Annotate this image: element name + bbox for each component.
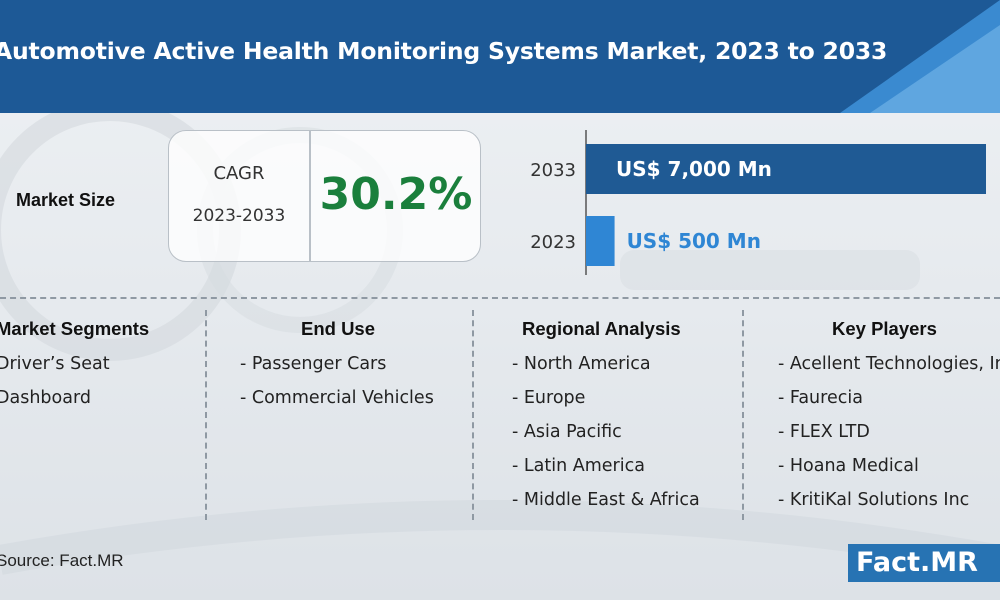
regional-analysis-column: Regional Analysis - North America - Euro… xyxy=(512,318,700,524)
fact-mr-logo: Fact.MR xyxy=(848,544,1000,582)
bar-value-label: US$ 7,000 Mn xyxy=(616,157,772,181)
market-size-bar-chart: 2033 US$ 7,000 Mn 2023 US$ 500 Mn xyxy=(530,130,986,275)
market-segments-heading: Market Segments xyxy=(0,318,150,339)
end-use-column: End Use - Passenger Cars - Commercial Ve… xyxy=(240,318,436,422)
key-players-column: Key Players - Acellent Technologies, Inc… xyxy=(778,318,1000,524)
cagr-box: CAGR 2023-2033 30.2% xyxy=(168,130,481,262)
region-item: - Latin America xyxy=(512,456,645,476)
end-use-heading: End Use xyxy=(300,318,376,339)
bar-year-label: 2033 xyxy=(530,160,576,181)
column-divider xyxy=(742,310,744,520)
regional-analysis-heading: Regional Analysis xyxy=(522,318,681,339)
bar-2023 xyxy=(586,216,615,266)
bar-year-label: 2023 xyxy=(530,232,576,253)
player-item: - Faurecia xyxy=(778,388,863,408)
header-banner: Automotive Active Health Monitoring Syst… xyxy=(0,0,1000,113)
player-item: - Acellent Technologies, Inc xyxy=(778,354,1000,374)
key-players-heading: Key Players xyxy=(832,318,937,339)
end-use-item: - Commercial Vehicles xyxy=(240,388,434,408)
segment-item: Dashboard xyxy=(0,388,91,408)
region-item: - Asia Pacific xyxy=(512,422,622,442)
cagr-period: 2023-2033 xyxy=(192,206,286,226)
bar-2033 xyxy=(586,144,986,194)
market-size-label: Market Size xyxy=(16,190,116,210)
header-shape xyxy=(0,0,1000,113)
section-divider xyxy=(0,297,1000,299)
region-item: - North America xyxy=(512,354,651,374)
bar-value-label: US$ 500 Mn xyxy=(627,229,761,253)
column-divider xyxy=(472,310,474,520)
cagr-divider xyxy=(309,131,311,261)
region-item: - Middle East & Africa xyxy=(512,490,700,510)
chart-title: Automotive Active Health Monitoring Syst… xyxy=(0,37,888,65)
player-item: - KritiKal Solutions Inc xyxy=(778,490,970,510)
source-note: Source: Fact.MR xyxy=(0,551,124,570)
end-use-item: - Passenger Cars xyxy=(240,354,387,374)
cagr-value: 30.2% xyxy=(319,169,473,220)
region-item: - Europe xyxy=(512,388,586,408)
cagr-label: CAGR xyxy=(213,163,265,184)
segment-item: Driver’s Seat xyxy=(0,354,110,374)
player-item: - FLEX LTD xyxy=(778,422,870,442)
player-item: - Hoana Medical xyxy=(778,456,919,476)
market-segments-column: Market Segments Driver’s Seat Dashboard xyxy=(0,318,149,422)
column-divider xyxy=(205,310,207,520)
